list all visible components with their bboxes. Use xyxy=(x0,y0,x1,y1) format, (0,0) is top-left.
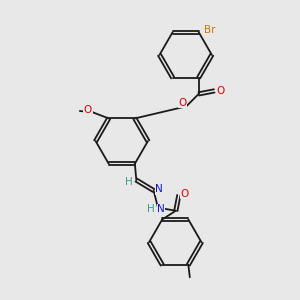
Text: Br: Br xyxy=(204,25,216,35)
Text: O: O xyxy=(181,189,189,199)
Text: N: N xyxy=(155,184,163,194)
Text: N: N xyxy=(157,204,165,214)
Text: H: H xyxy=(125,177,133,187)
Text: O: O xyxy=(84,104,92,115)
Text: O: O xyxy=(217,86,225,96)
Text: O: O xyxy=(178,98,187,108)
Text: H: H xyxy=(147,204,154,214)
